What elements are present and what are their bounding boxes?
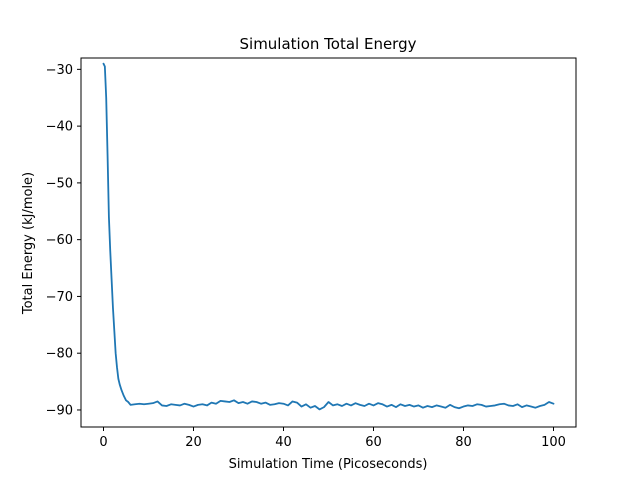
y-tick-label-6: −30 bbox=[46, 63, 73, 78]
x-tick-label-3: 60 bbox=[365, 435, 382, 450]
y-tick-label-1: −80 bbox=[46, 347, 73, 362]
y-tick-label-4: −50 bbox=[46, 176, 73, 191]
plot-area: 0 20 40 60 80 100 −90 −80 −70 −60 −50 −40 −30 bbox=[46, 57, 577, 450]
chart-title: Simulation Total Energy bbox=[240, 35, 417, 53]
x-axis-label: Simulation Time (Picoseconds) bbox=[229, 457, 428, 472]
y-axis-label: Total Energy (kJ/mole) bbox=[21, 172, 36, 315]
axes-frame bbox=[80, 57, 577, 428]
x-tick-label-1: 20 bbox=[185, 435, 202, 450]
x-tick-label-0: 0 bbox=[99, 435, 107, 450]
y-tick-label-0: −90 bbox=[46, 403, 73, 418]
x-tick-label-2: 40 bbox=[275, 435, 292, 450]
y-tick-label-3: −60 bbox=[46, 233, 73, 248]
y-tick-label-2: −70 bbox=[46, 290, 73, 305]
y-tick-label-5: −40 bbox=[46, 120, 73, 135]
series-line-0 bbox=[102, 62, 555, 411]
x-tick-label-5: 100 bbox=[541, 435, 566, 450]
x-tick-label-4: 80 bbox=[455, 435, 472, 450]
